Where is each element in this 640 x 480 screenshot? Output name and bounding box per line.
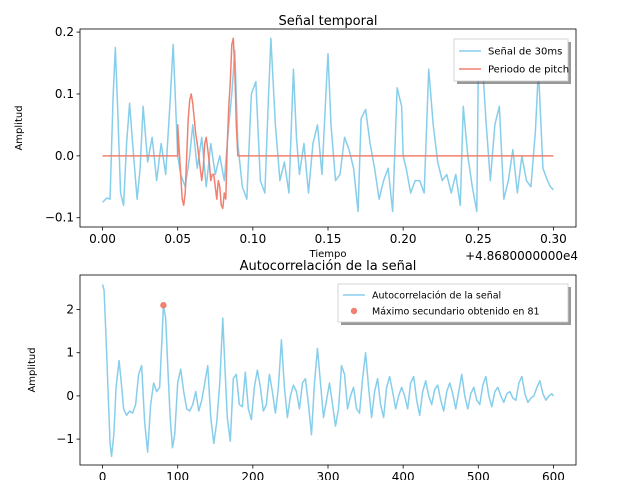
- chart-2: 0 100 200 300 400 500 600 −1 0 1 2 Autocorrelación …: [27, 259, 577, 480]
- x-tick-label-2: 0.05: [164, 232, 191, 246]
- legend-label-1: Autocorrelación de la señal: [372, 291, 501, 302]
- legend-label-2: Periodo de pitch: [488, 65, 569, 76]
- plot-area: [102, 37, 554, 213]
- x-tick-label-6: 0.25: [465, 232, 492, 246]
- legend-box: [453, 38, 569, 82]
- y-axis-label: Amplitud: [14, 105, 25, 150]
- x-tick-label-2: 100: [166, 470, 189, 480]
- chart-1: 0.00 0.05 0.10 0.15 0.20 0.25 0.30 −0.1 0.0 0.1 0.…: [14, 14, 578, 263]
- y-tick-label-1: −1: [56, 432, 74, 446]
- legend-marker-2: [350, 307, 358, 315]
- chart-title: Señal temporal: [278, 14, 377, 29]
- series-line-2: [102, 37, 554, 210]
- x-tick-label-1: 0.00: [89, 232, 116, 246]
- series-line-1: [102, 37, 554, 213]
- y-tick-label-2: 0: [66, 389, 74, 403]
- x-tick-label-5: 400: [392, 470, 415, 480]
- legend-box: [337, 283, 569, 323]
- series-line-1: [101, 284, 555, 458]
- y-tick-label-3: 0.1: [55, 87, 74, 101]
- legend-label-1: Señal de 30ms: [488, 47, 562, 58]
- x-tick-label-3: 0.10: [239, 232, 266, 246]
- x-offset-label: +4.8680000000e4: [465, 249, 578, 263]
- y-tick-label-2: 0.0: [55, 149, 74, 163]
- data-point-2-1: [160, 302, 167, 309]
- x-tick-label-6: 500: [467, 470, 490, 480]
- y-tick-label-3: 1: [66, 346, 74, 360]
- x-tick-label-4: 300: [317, 470, 340, 480]
- x-tick-label-1: 0: [99, 470, 107, 480]
- x-axis-label: Tiempo: [309, 249, 347, 260]
- y-axis-label: Amplitud: [27, 347, 38, 392]
- x-tick-label-4: 0.15: [315, 232, 342, 246]
- legend-label-2: Máximo secundario obtenido en 81: [372, 307, 540, 318]
- y-tick-label-4: 0.2: [55, 25, 74, 39]
- x-tick-label-7: 0.30: [540, 232, 567, 246]
- x-tick-label-3: 200: [241, 470, 264, 480]
- y-tick-label-4: 2: [66, 303, 74, 317]
- x-tick-label-7: 600: [542, 470, 565, 480]
- y-tick-label-1: −0.1: [45, 211, 74, 225]
- chart-title: Autocorrelación de la señal: [240, 259, 417, 274]
- x-tick-label-5: 0.20: [390, 232, 417, 246]
- plot-area: [101, 284, 555, 458]
- legend: Autocorrelación de la señal Máximo secund…: [337, 283, 571, 325]
- legend: Señal de 30ms Periodo de pitch: [453, 38, 571, 84]
